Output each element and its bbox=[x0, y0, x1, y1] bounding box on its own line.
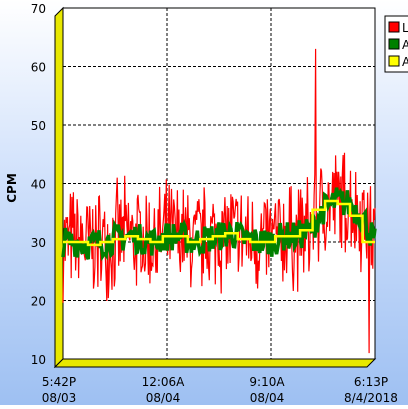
y-tick-label: 50 bbox=[31, 119, 46, 133]
y-tick-label: 40 bbox=[31, 178, 46, 192]
legend-label-3: A bbox=[402, 55, 408, 69]
x-tick-time: 6:13P bbox=[354, 375, 388, 389]
axis-layer: 10 20 30 40 50 60 70 5:42P 08/03 12:06A 08/04 9:10A… bbox=[31, 2, 398, 405]
series-line-green bbox=[61, 187, 377, 262]
x-tick-time: 5:42P bbox=[42, 375, 76, 389]
y-tick-label: 10 bbox=[31, 353, 46, 367]
y-tick-label: 30 bbox=[31, 236, 46, 250]
y-tick-label: 70 bbox=[31, 2, 46, 16]
x-tick-date: 08/03 bbox=[42, 391, 77, 405]
x-tick-date: 8/4/2018 bbox=[344, 391, 398, 405]
series-line-yellow bbox=[63, 199, 375, 247]
legend: L A A bbox=[384, 15, 408, 73]
x-tick-date: 08/04 bbox=[250, 391, 285, 405]
y-tick-label: 60 bbox=[31, 61, 46, 75]
legend-swatch-yellow bbox=[388, 55, 400, 67]
series-layer bbox=[61, 187, 377, 262]
y-tick-label: 20 bbox=[31, 295, 46, 309]
legend-label-2: A bbox=[402, 38, 408, 52]
x-tick-time: 12:06A bbox=[142, 375, 186, 389]
legend-label-1: L bbox=[402, 21, 408, 35]
legend-swatch-red bbox=[388, 21, 400, 33]
x-tick-time: 9:10A bbox=[249, 375, 285, 389]
x-tick-date: 08/04 bbox=[146, 391, 181, 405]
chart-floor bbox=[53, 358, 377, 368]
y-axis-label: CPM bbox=[5, 173, 19, 203]
chart-left-wall bbox=[54, 6, 64, 369]
legend-swatch-green bbox=[388, 38, 400, 50]
